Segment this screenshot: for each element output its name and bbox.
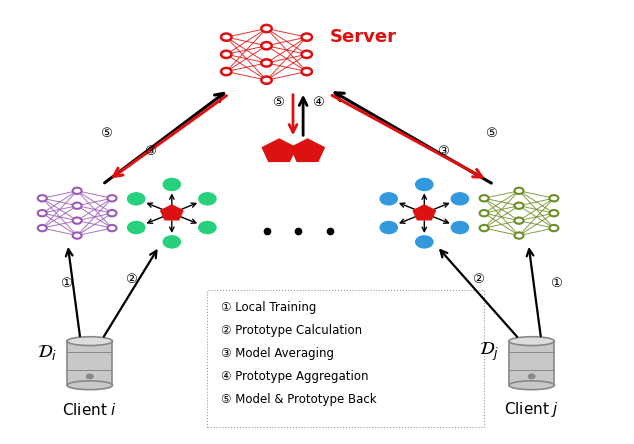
Text: ②: ②	[125, 273, 137, 286]
Circle shape	[514, 202, 524, 209]
Circle shape	[261, 59, 272, 67]
Circle shape	[451, 222, 469, 234]
Circle shape	[479, 225, 489, 231]
Circle shape	[302, 51, 312, 58]
Text: ① Local Training: ① Local Training	[221, 301, 316, 314]
Circle shape	[528, 374, 535, 379]
Ellipse shape	[509, 337, 554, 345]
Circle shape	[221, 33, 231, 41]
Circle shape	[549, 225, 559, 231]
Circle shape	[261, 76, 272, 84]
Circle shape	[73, 218, 82, 224]
Circle shape	[479, 210, 489, 216]
Circle shape	[38, 210, 47, 216]
Circle shape	[451, 193, 469, 205]
Circle shape	[199, 222, 216, 234]
Circle shape	[416, 178, 433, 190]
Text: ③: ③	[144, 145, 156, 158]
Text: ④ Prototype Aggregation: ④ Prototype Aggregation	[221, 370, 368, 383]
Circle shape	[514, 232, 524, 239]
Text: ⑤: ⑤	[100, 127, 112, 140]
Text: ⑤ Model & Prototype Back: ⑤ Model & Prototype Back	[221, 393, 377, 406]
Text: ⑤: ⑤	[484, 127, 496, 140]
Circle shape	[416, 236, 433, 248]
Bar	[509, 341, 554, 385]
Circle shape	[514, 188, 524, 194]
Circle shape	[73, 202, 82, 209]
Text: $\mathcal{D}_j$: $\mathcal{D}_j$	[479, 341, 499, 363]
Circle shape	[127, 222, 145, 234]
Text: ③: ③	[437, 145, 449, 158]
Text: ②: ②	[472, 273, 484, 286]
Circle shape	[549, 195, 559, 202]
Circle shape	[514, 218, 524, 224]
Text: Client $j$: Client $j$	[504, 400, 559, 419]
Circle shape	[380, 193, 398, 205]
Circle shape	[38, 195, 47, 202]
Text: ①: ①	[60, 277, 72, 290]
Circle shape	[199, 193, 216, 205]
Circle shape	[479, 195, 489, 202]
Text: ② Prototype Calculation: ② Prototype Calculation	[221, 324, 362, 337]
Text: ③ Model Averaging: ③ Model Averaging	[221, 347, 334, 360]
Circle shape	[108, 225, 117, 231]
Ellipse shape	[67, 337, 112, 345]
Circle shape	[549, 210, 559, 216]
Circle shape	[38, 225, 47, 231]
Circle shape	[73, 232, 82, 239]
Text: ⑤: ⑤	[272, 96, 284, 109]
Text: ①: ①	[550, 277, 562, 290]
Circle shape	[127, 193, 145, 205]
Circle shape	[261, 25, 272, 32]
Circle shape	[261, 42, 272, 49]
Circle shape	[108, 210, 117, 216]
FancyBboxPatch shape	[207, 290, 484, 427]
Text: Client $i$: Client $i$	[62, 401, 117, 417]
Circle shape	[302, 68, 312, 75]
Circle shape	[73, 188, 82, 194]
Circle shape	[86, 374, 93, 379]
Circle shape	[163, 236, 181, 248]
Circle shape	[221, 68, 231, 75]
Text: ④: ④	[313, 96, 324, 109]
Circle shape	[163, 178, 181, 190]
Ellipse shape	[67, 381, 112, 390]
Text: $\mathcal{D}_i$: $\mathcal{D}_i$	[37, 343, 57, 362]
Ellipse shape	[509, 381, 554, 390]
Circle shape	[302, 33, 312, 41]
Text: Server: Server	[330, 28, 397, 46]
Circle shape	[221, 51, 231, 58]
Circle shape	[380, 222, 398, 234]
Circle shape	[108, 195, 117, 202]
Bar	[67, 341, 112, 385]
